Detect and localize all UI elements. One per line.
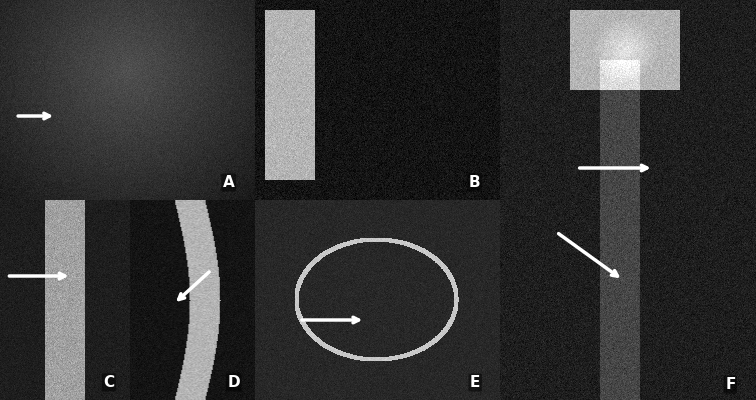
Text: B: B bbox=[469, 175, 480, 190]
Text: E: E bbox=[470, 375, 480, 390]
Text: F: F bbox=[725, 377, 736, 392]
Text: D: D bbox=[228, 375, 240, 390]
Text: A: A bbox=[223, 175, 234, 190]
Text: C: C bbox=[104, 375, 114, 390]
